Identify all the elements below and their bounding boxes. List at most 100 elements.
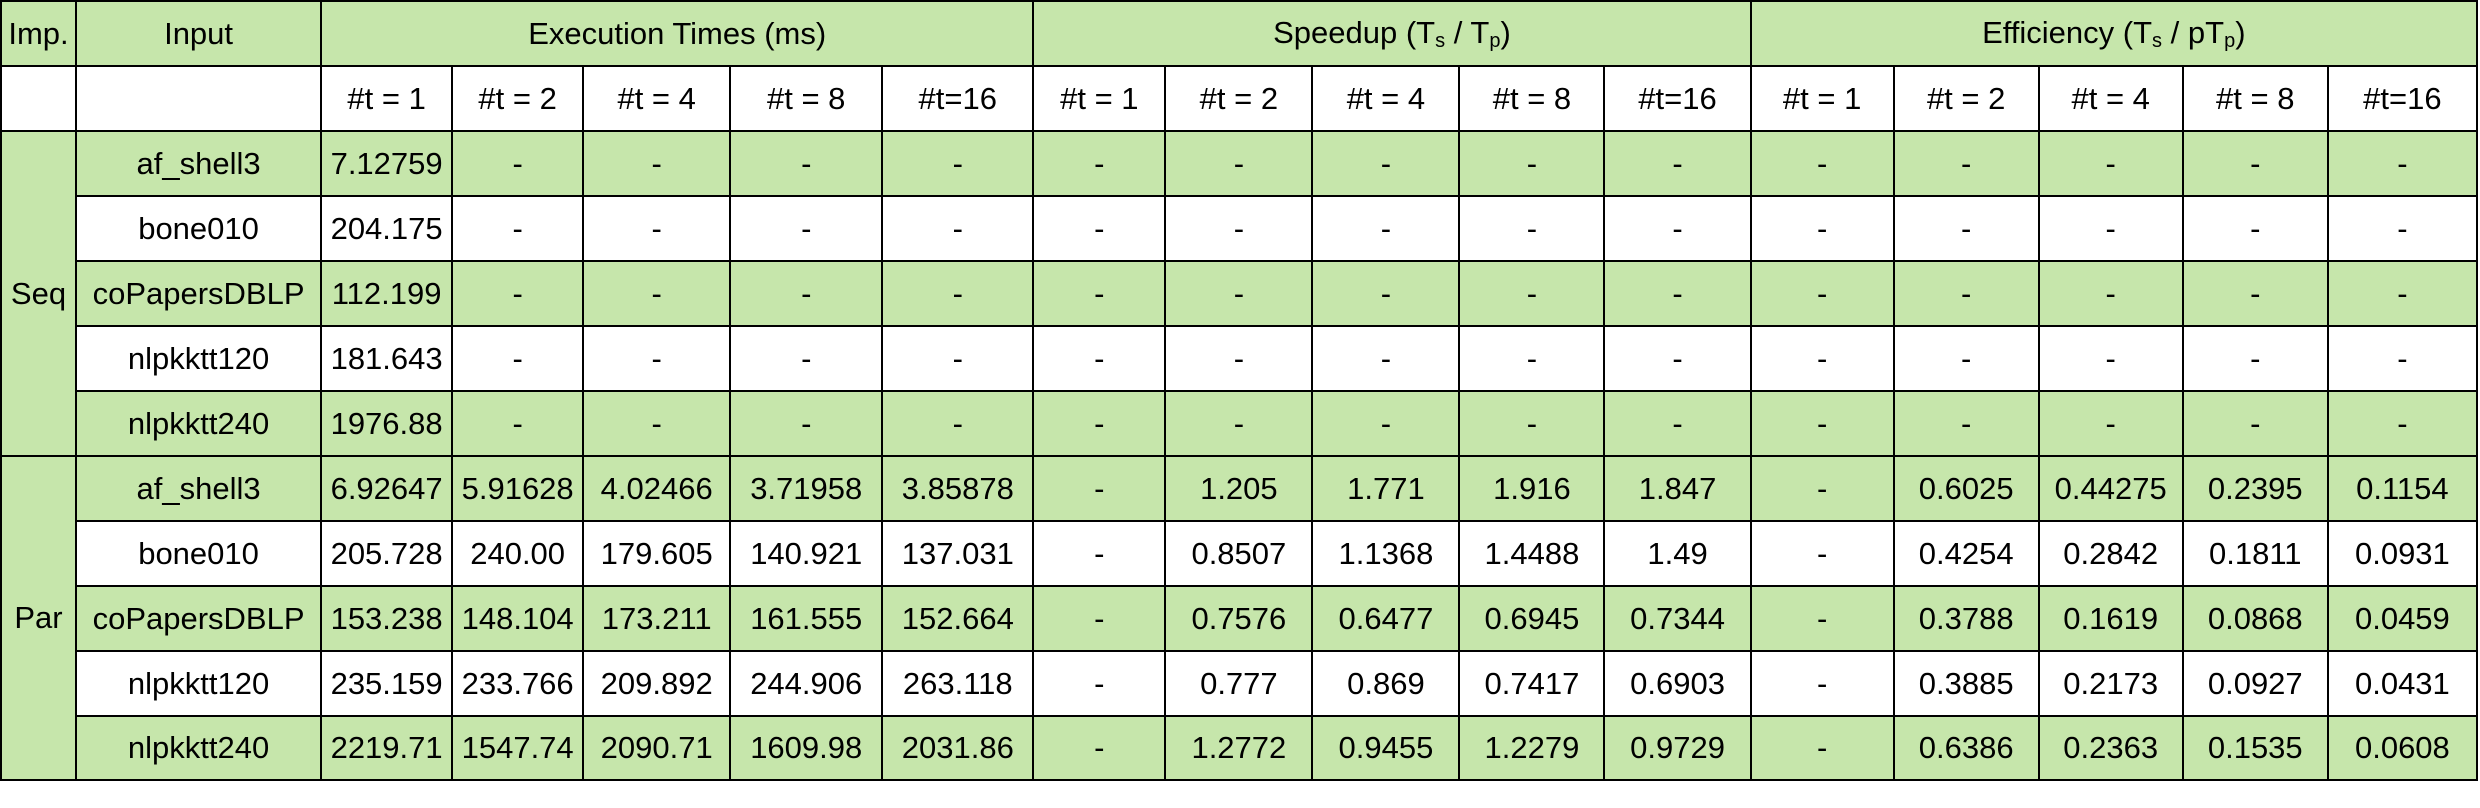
table-body: Seq af_shell3 7.12759- - - - - - - - - - - - - - bone010… — [0, 130, 2479, 781]
speedup-cell: - — [1603, 325, 1752, 392]
speedup-thread-header: #t = 2 — [1164, 65, 1314, 132]
speedup-cell: 1.49 — [1603, 520, 1752, 587]
input-name-cell: nlpkktt240 — [75, 390, 323, 457]
execution-time-cell: 204.175 — [320, 195, 454, 262]
execution-time-cell: 140.921 — [729, 520, 884, 587]
speedup-cell: - — [1458, 260, 1606, 327]
speedup-cell: - — [1311, 260, 1461, 327]
speedup-cell: 0.6945 — [1458, 585, 1606, 652]
execution-time-cell: - — [729, 390, 884, 457]
execution-time-cell: 5.91628 — [451, 455, 585, 522]
input-name-cell: nlpkktt120 — [75, 325, 323, 392]
execution-time-cell: 205.728 — [320, 520, 454, 587]
efficiency-cell: - — [1749, 650, 1895, 717]
execution-time-cell: 209.892 — [582, 650, 732, 717]
efficiency-cell: - — [1892, 325, 2040, 392]
speedup-header: Speedup (Ts / Tp) — [1032, 0, 1752, 67]
speedup-thread-header: #t = 8 — [1458, 65, 1606, 132]
execution-time-cell: - — [451, 325, 585, 392]
speedup-cell: - — [1603, 195, 1752, 262]
execution-time-cell: 152.664 — [881, 585, 1035, 652]
efficiency-cell: - — [1749, 130, 1895, 197]
efficiency-cell: - — [1892, 195, 2040, 262]
efficiency-cell: - — [1749, 455, 1895, 522]
execution-time-cell: - — [881, 260, 1035, 327]
table-row: nlpkktt240 1976.88- - - - - - - - - - - - - - — [1, 390, 2479, 457]
efficiency-cell: 0.1619 — [2037, 585, 2184, 652]
execution-time-cell: 263.118 — [881, 650, 1035, 717]
speedup-cell: - — [1032, 585, 1167, 652]
efficiency-cell: 0.0927 — [2181, 650, 2329, 717]
speedup-cell: - — [1458, 130, 1606, 197]
speedup-cell: - — [1032, 325, 1167, 392]
speedup-cell: - — [1603, 390, 1752, 457]
speedup-cell: - — [1032, 390, 1167, 457]
efficiency-thread-header: #t = 8 — [2181, 65, 2329, 132]
speedup-cell: 0.6903 — [1603, 650, 1752, 717]
execution-time-cell: 112.199 — [320, 260, 454, 327]
execution-time-cell: 153.238 — [320, 585, 454, 652]
execution-time-cell: 1976.88 — [320, 390, 454, 457]
efficiency-cell: 0.0931 — [2326, 520, 2479, 587]
input-name-cell: nlpkktt240 — [75, 715, 323, 781]
execution-time-cell: - — [451, 195, 585, 262]
execution-time-cell: 137.031 — [881, 520, 1035, 587]
speedup-thread-header: #t = 4 — [1311, 65, 1461, 132]
execution-time-cell: - — [881, 325, 1035, 392]
speedup-cell: 0.7576 — [1164, 585, 1314, 652]
execution-time-cell: - — [729, 260, 884, 327]
execution-time-cell: - — [881, 130, 1035, 197]
efficiency-cell: - — [1749, 195, 1895, 262]
efficiency-cell: - — [2326, 195, 2479, 262]
speedup-cell: 1.2279 — [1458, 715, 1606, 781]
header-row-threads: #t = 1 #t = 2 #t = 4 #t = 8 #t=16 #t = 1… — [0, 65, 2479, 132]
results-table: Imp. Input Execution Times (ms) Speedup … — [0, 0, 2479, 781]
implementation-group-label: Seq — [0, 130, 78, 457]
speedup-cell: - — [1603, 130, 1752, 197]
table-row: nlpkktt120 235.159 233.766 209.892 244.906 26… — [1, 650, 2479, 717]
speedup-cell: 0.9455 — [1311, 715, 1461, 781]
execution-time-cell: 6.92647 — [320, 455, 454, 522]
input-name-cell: coPapersDBLP — [75, 260, 323, 327]
efficiency-cell: - — [2037, 390, 2184, 457]
execution-time-cell: - — [451, 390, 585, 457]
header-row-groups: Imp. Input Execution Times (ms) Speedup … — [0, 0, 2479, 67]
table-row: Seq af_shell3 7.12759- - - - - - - - - - - - - - — [0, 130, 2479, 457]
implementation-group-label: Par — [0, 455, 78, 781]
exec-thread-header: #t = 8 — [729, 65, 884, 132]
execution-time-cell: 1547.74 — [451, 715, 585, 781]
execution-time-cell: 233.766 — [451, 650, 585, 717]
execution-time-cell: - — [729, 130, 884, 197]
input-name-cell: bone010 — [75, 195, 323, 262]
efficiency-cell: 0.2842 — [2037, 520, 2184, 587]
speedup-cell: 0.777 — [1164, 650, 1314, 717]
table-row: coPapersDBLP 153.238 148.104 173.211 161.555… — [1, 585, 2479, 652]
efficiency-cell: - — [2326, 130, 2479, 197]
efficiency-cell: - — [2037, 195, 2184, 262]
input-name-cell: bone010 — [75, 520, 323, 587]
input-name-cell: coPapersDBLP — [75, 585, 323, 652]
speedup-cell: 1.771 — [1311, 455, 1461, 522]
efficiency-cell: 0.0868 — [2181, 585, 2329, 652]
speedup-cell: - — [1164, 195, 1314, 262]
speedup-cell: 1.2772 — [1164, 715, 1314, 781]
efficiency-cell: - — [1749, 325, 1895, 392]
exec-thread-header: #t = 2 — [451, 65, 585, 132]
execution-time-cell: - — [582, 195, 732, 262]
efficiency-cell: 0.44275 — [2037, 455, 2184, 522]
efficiency-cell: - — [2181, 390, 2329, 457]
exec-thread-header: #t = 1 — [320, 65, 454, 132]
speedup-cell: - — [1164, 260, 1314, 327]
execution-time-cell: - — [451, 260, 585, 327]
input-header: Input — [75, 0, 323, 67]
efficiency-cell: - — [1749, 585, 1895, 652]
execution-time-cell: - — [582, 325, 732, 392]
speedup-cell: - — [1164, 325, 1314, 392]
execution-time-cell: 3.71958 — [729, 455, 884, 522]
speedup-cell: 1.205 — [1164, 455, 1314, 522]
execution-time-cell: 3.85878 — [881, 455, 1035, 522]
speedup-cell: - — [1458, 325, 1606, 392]
speedup-cell: - — [1032, 520, 1167, 587]
efficiency-cell: 0.2173 — [2037, 650, 2184, 717]
speedup-cell: 0.8507 — [1164, 520, 1314, 587]
